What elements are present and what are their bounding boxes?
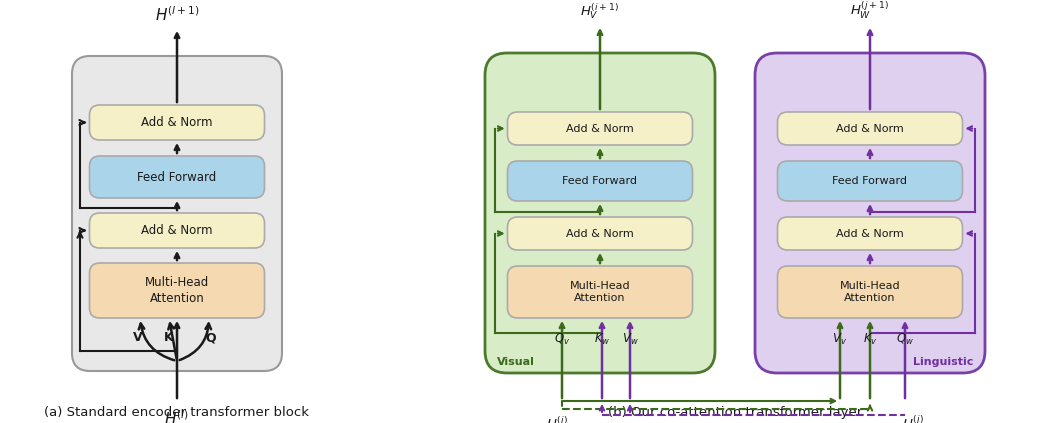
FancyBboxPatch shape [508,161,693,201]
FancyBboxPatch shape [72,56,282,371]
Text: $K_v$: $K_v$ [863,332,878,347]
Text: Add & Norm: Add & Norm [566,228,634,239]
Text: $H_V^{(i)}$: $H_V^{(i)}$ [546,414,568,423]
Text: $H_W^{(j)}$: $H_W^{(j)}$ [902,414,924,423]
FancyBboxPatch shape [508,217,693,250]
FancyBboxPatch shape [778,266,963,318]
Text: Feed Forward: Feed Forward [563,176,637,186]
FancyBboxPatch shape [508,266,693,318]
Text: $K_w$: $K_w$ [594,332,611,347]
Text: Feed Forward: Feed Forward [137,170,217,184]
FancyBboxPatch shape [778,112,963,145]
Text: Add & Norm: Add & Norm [836,228,904,239]
Text: Visual: Visual [497,357,535,367]
Text: Add & Norm: Add & Norm [142,224,213,237]
Text: Add & Norm: Add & Norm [836,124,904,134]
Text: Feed Forward: Feed Forward [832,176,908,186]
FancyBboxPatch shape [89,156,265,198]
Text: $H^{(l+1)}$: $H^{(l+1)}$ [154,5,199,24]
Text: $H_V^{(i+1)}$: $H_V^{(i+1)}$ [581,1,619,21]
FancyBboxPatch shape [755,53,985,373]
Text: (b) Our co-attention transformer layer: (b) Our co-attention transformer layer [608,406,862,419]
Text: $V_w$: $V_w$ [621,332,638,347]
Text: Multi-Head
Attention: Multi-Head Attention [569,281,630,303]
Text: Add & Norm: Add & Norm [566,124,634,134]
Text: $Q_v$: $Q_v$ [554,332,570,347]
Text: Linguistic: Linguistic [913,357,972,367]
Text: Multi-Head
Attention: Multi-Head Attention [839,281,900,303]
FancyBboxPatch shape [89,105,265,140]
Text: $H_W^{(j+1)}$: $H_W^{(j+1)}$ [850,0,890,21]
FancyBboxPatch shape [508,112,693,145]
Text: V: V [133,331,143,344]
FancyBboxPatch shape [778,161,963,201]
Text: (a) Standard encoder transformer block: (a) Standard encoder transformer block [45,406,310,419]
FancyBboxPatch shape [89,263,265,318]
FancyBboxPatch shape [89,213,265,248]
Text: Q: Q [205,331,216,344]
Text: Add & Norm: Add & Norm [142,116,213,129]
Text: $Q_w$: $Q_w$ [896,332,914,347]
Text: $V_v$: $V_v$ [832,332,848,347]
FancyBboxPatch shape [778,217,963,250]
Text: Multi-Head
Attention: Multi-Head Attention [145,277,210,305]
Text: K: K [164,331,173,344]
FancyBboxPatch shape [485,53,715,373]
Text: $H^{(l)}$: $H^{(l)}$ [165,409,189,423]
